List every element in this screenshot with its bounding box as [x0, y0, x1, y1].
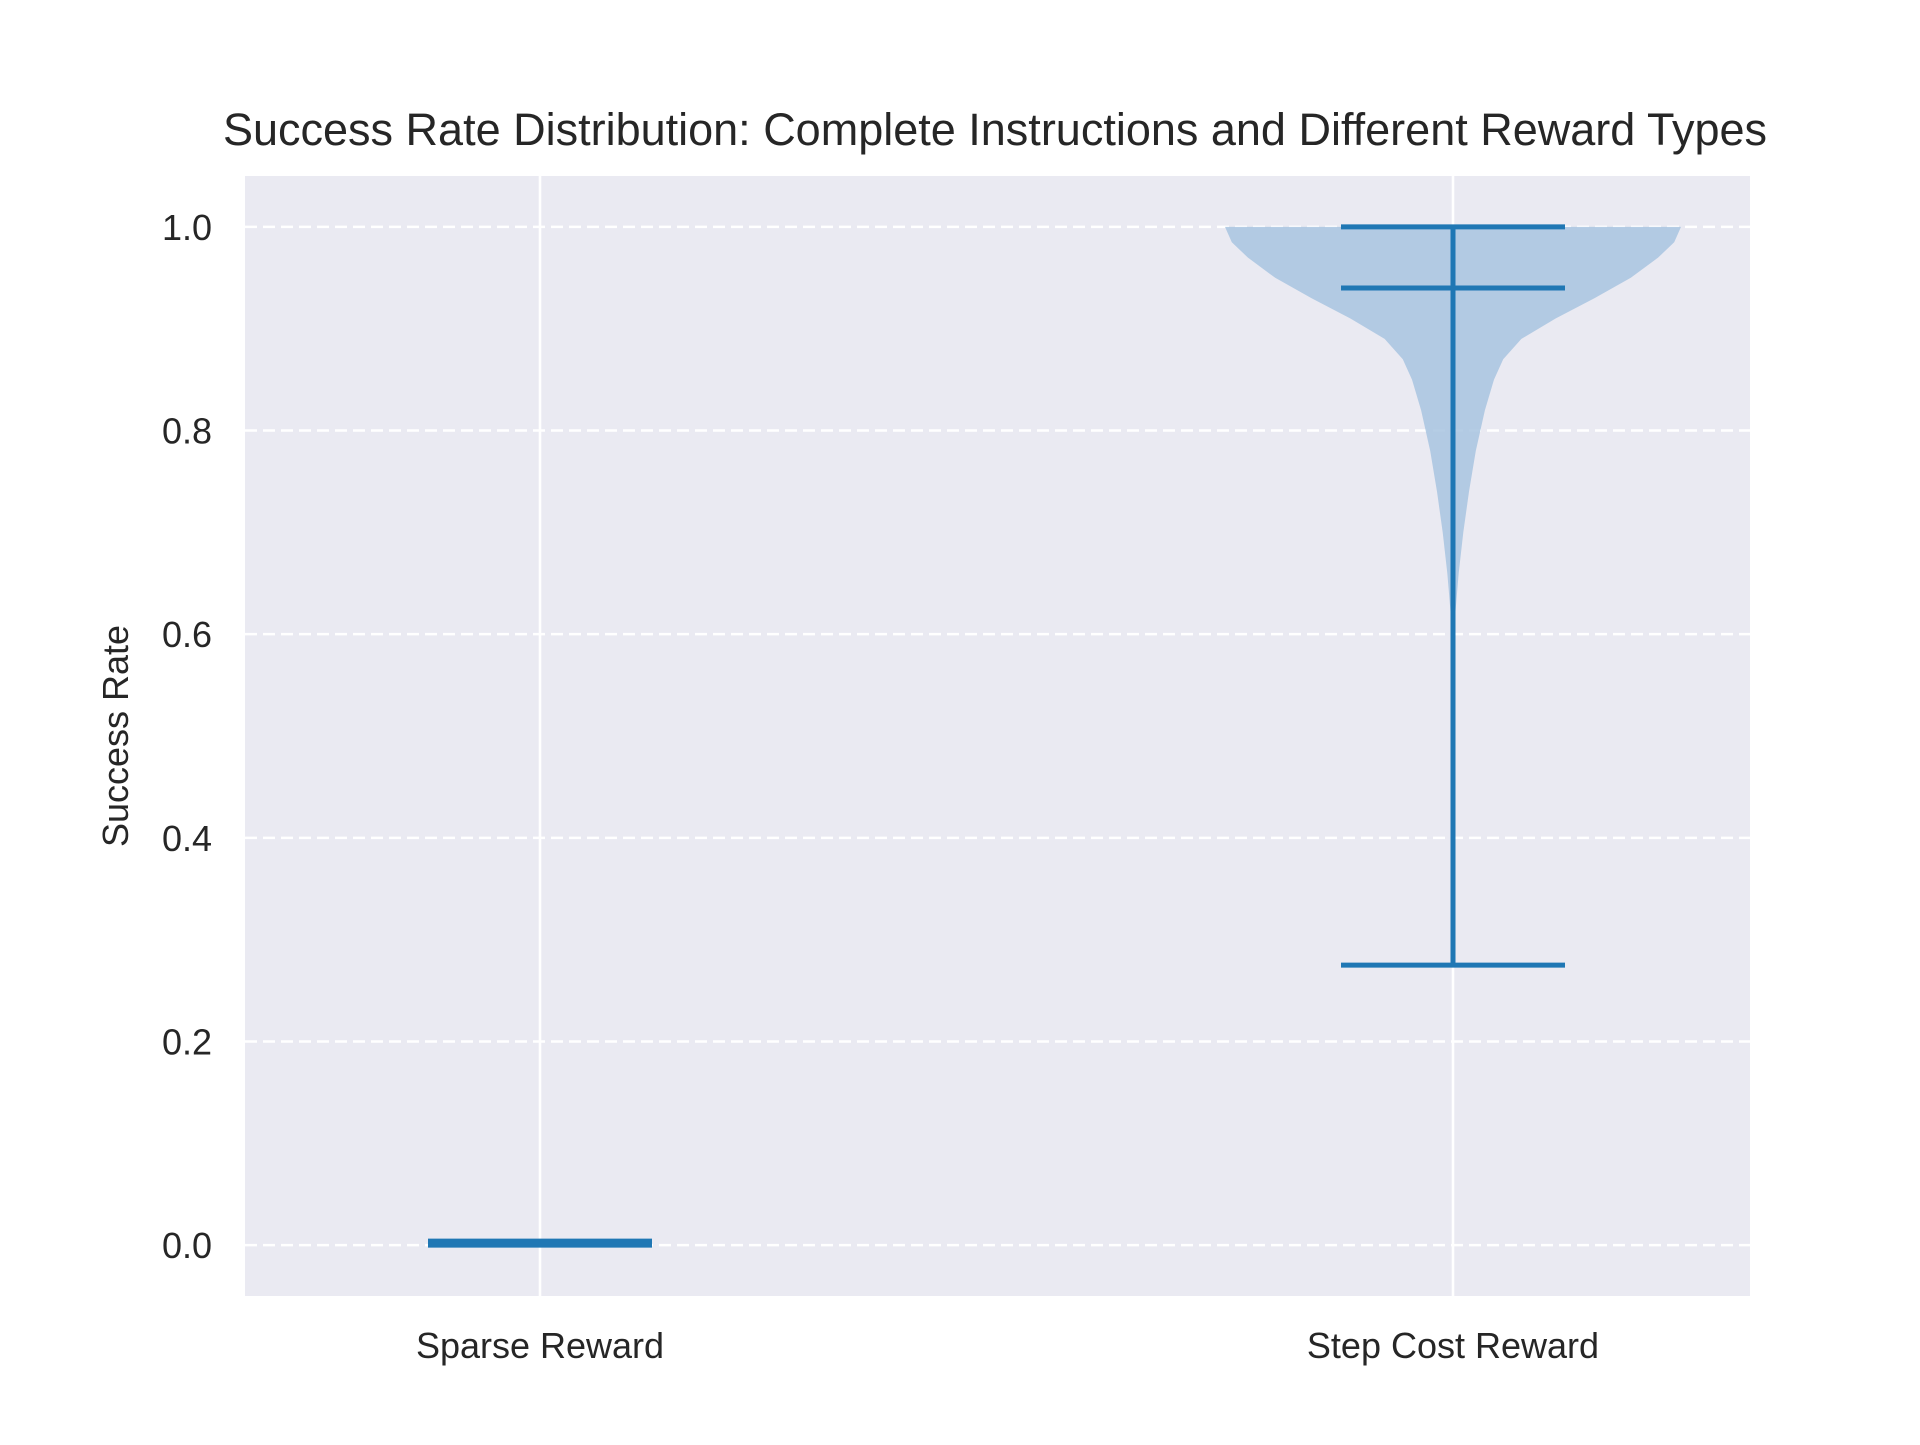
y-tick-label-0: 0.0 — [162, 1225, 212, 1266]
y-tick-label-3: 0.6 — [162, 614, 212, 655]
y-tick-labels: 0.0 0.2 0.4 0.6 0.8 1.0 — [162, 207, 212, 1266]
x-tick-labels: Sparse Reward Step Cost Reward — [416, 1325, 1599, 1366]
violin-layer — [428, 224, 1681, 1248]
y-tick-label-2: 0.4 — [162, 818, 212, 859]
violin-2 — [1225, 224, 1681, 968]
y-tick-label-5: 1.0 — [162, 207, 212, 248]
y-tick-label-4: 0.8 — [162, 411, 212, 452]
y-tick-label-1: 0.2 — [162, 1021, 212, 1062]
plot-area — [245, 176, 1750, 1296]
y-axis-label: Success Rate — [95, 625, 136, 847]
x-tick-label-2: Step Cost Reward — [1307, 1325, 1599, 1366]
x-tick-label-1: Sparse Reward — [416, 1325, 664, 1366]
chart-title: Success Rate Distribution: Complete Inst… — [223, 104, 1767, 155]
